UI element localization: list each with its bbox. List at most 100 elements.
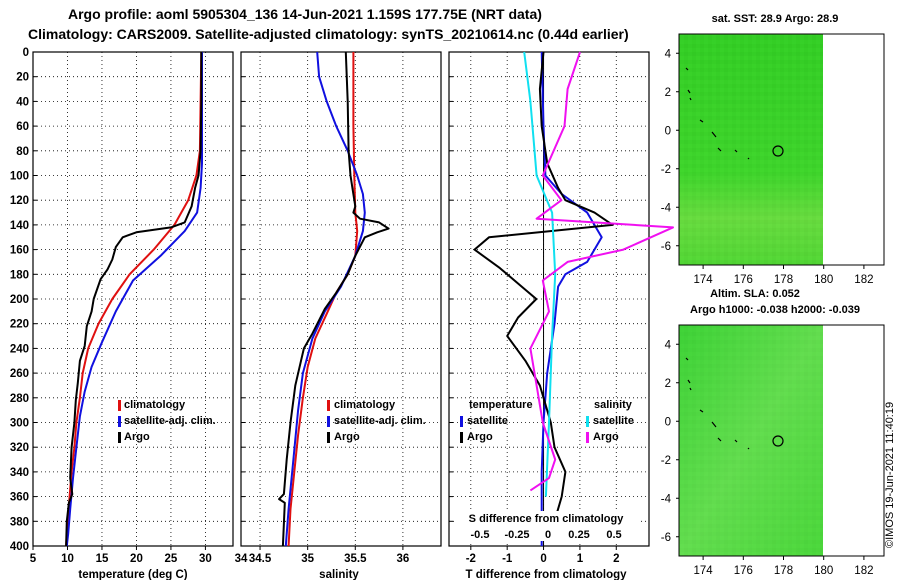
legend-climatology-swatch xyxy=(327,400,330,411)
x-tick-label: 0 xyxy=(540,553,546,565)
y-tick-label: 60 xyxy=(16,121,29,133)
map-y-tick-label: -2 xyxy=(661,164,671,176)
x-tick-label: -1 xyxy=(502,553,513,565)
salinity-grid xyxy=(241,52,441,546)
x-tick-label: -2 xyxy=(466,553,476,565)
y-tick-label: 160 xyxy=(10,245,29,257)
sla-map-subtitle: Argo h1000: -0.038 h2000: -0.039 xyxy=(690,304,860,316)
copyright-footer: ©IMOS 19-Jun-2021 11:40:19 xyxy=(884,402,896,548)
y-tick-label: 240 xyxy=(10,343,29,355)
legend-argo: Argo xyxy=(334,431,360,443)
legend-satellite: satellite-adj. clim. xyxy=(124,415,216,427)
temperature-panel: 5 10 15 20 25 30 34 temperature (deg C) climat… xyxy=(30,51,248,580)
difference-xlabel: T difference from climatology xyxy=(465,569,627,580)
legend-s-argo: Argo xyxy=(593,431,619,443)
map-x-tick-label: 174 xyxy=(694,565,714,577)
y-tick-label: 0 xyxy=(23,47,29,59)
series-line-t-argo xyxy=(473,51,614,522)
y-tick-label: 80 xyxy=(16,146,29,158)
temperature-legend: climatology satellite-adj. clim. Argo xyxy=(118,399,216,443)
legend-argo: Argo xyxy=(124,431,150,443)
map-x-tick-label: 176 xyxy=(734,565,753,577)
header-line1: Argo profile: aoml 5905304_136 14-Jun-20… xyxy=(68,6,542,22)
salinity-ticks: 34.5 35 35.5 36 xyxy=(241,51,410,565)
y-tick-label: 300 xyxy=(10,418,29,430)
s-tick-label: 0.25 xyxy=(568,529,589,541)
x-tick-label: 5 xyxy=(30,553,37,565)
salinity-legend: climatology satellite-adj. clim. Argo xyxy=(327,399,426,443)
map-y-tick-label: 4 xyxy=(665,339,672,351)
legend-argo-swatch xyxy=(118,432,121,443)
y-tick-label: 40 xyxy=(16,96,29,108)
map-y-tick-label: -2 xyxy=(661,455,671,467)
y-tick-label: 260 xyxy=(10,368,29,380)
map-y-tick-label: 2 xyxy=(665,378,671,390)
temperature-ticks: 5 10 15 20 25 30 34 xyxy=(30,51,248,565)
difference-legend: temperature satellite Argo salinity sate… xyxy=(460,399,634,443)
y-tick-label: 200 xyxy=(10,294,29,306)
legend-satellite: satellite-adj. clim. xyxy=(334,415,426,427)
header-line2: Climatology: CARS2009. Satellite-adjuste… xyxy=(28,26,629,42)
salinity-lines xyxy=(278,51,390,547)
x-tick-label: 35.5 xyxy=(344,553,367,565)
legend-climatology: climatology xyxy=(124,399,186,411)
sla-map-frame xyxy=(678,324,885,557)
map-y-tick-label: -4 xyxy=(661,202,672,214)
sla-map-title: Altim. SLA: 0.052 xyxy=(710,288,800,300)
sla-coastline xyxy=(685,357,750,450)
salinity-panel: 34.5 35 35.5 36 salinity climatology satell… xyxy=(240,51,442,580)
legend-climatology-swatch xyxy=(118,400,121,411)
legend-temperature-heading: temperature xyxy=(469,399,533,411)
x-tick-label: 15 xyxy=(96,553,109,565)
legend-satellite-swatch xyxy=(327,416,330,427)
sla-map-panel: Altim. SLA: 0.052 Argo h1000: -0.038 h20… xyxy=(661,288,885,577)
y-tick-label: 320 xyxy=(10,442,29,454)
y-tick-label: 140 xyxy=(10,220,29,232)
legend-argo-swatch xyxy=(327,432,330,443)
y-tick-label: 20 xyxy=(16,72,29,84)
sst-map-ticks: 174 176 178 180 182 4 2 0 -2 -4 -6 xyxy=(661,48,874,286)
map-y-tick-label: 2 xyxy=(665,87,671,99)
legend-salinity-heading: salinity xyxy=(594,399,633,411)
x-tick-label: 36 xyxy=(397,553,410,565)
s-tick-label: -0.5 xyxy=(471,529,490,541)
difference-ticks: -2 -1 0 1 2 xyxy=(449,51,619,565)
map-y-tick-label: -4 xyxy=(661,493,672,505)
series-line-s-argo xyxy=(529,51,674,492)
y-tick-label: 340 xyxy=(10,467,29,479)
x-tick-label: 34.5 xyxy=(249,553,272,565)
difference-panel: -2 -1 0 1 2 T difference from climatology S … xyxy=(448,51,674,580)
map-x-tick-label: 180 xyxy=(814,565,833,577)
series-line-argo xyxy=(278,51,390,547)
temperature-lines xyxy=(65,51,203,547)
map-y-tick-label: -6 xyxy=(661,532,671,544)
series-line-satellite-adj-clim- xyxy=(65,52,203,547)
series-line-climatology xyxy=(65,51,203,547)
sst-map-title: sat. SST: 28.9 Argo: 28.9 xyxy=(712,13,839,25)
sla-field-texture xyxy=(679,325,823,556)
x-tick-label: 20 xyxy=(130,553,143,565)
x-tick-label: 25 xyxy=(165,553,178,565)
legend-s-argo-swatch xyxy=(586,432,589,443)
s-tick-label: 0.5 xyxy=(606,529,621,541)
series-line-t-satellite xyxy=(540,51,603,546)
sst-field-texture xyxy=(679,34,823,265)
legend-climatology: climatology xyxy=(334,399,396,411)
series-line-s-satellite xyxy=(523,51,557,497)
x-tick-label: 30 xyxy=(199,553,212,565)
legend-t-satellite-swatch xyxy=(460,416,463,427)
difference-lines xyxy=(473,51,674,546)
series-line-climatology xyxy=(287,52,359,547)
legend-satellite-swatch xyxy=(118,416,121,427)
difference-xlabel-top: S difference from climatology xyxy=(469,513,625,525)
y-tick-label: 400 xyxy=(10,541,29,553)
y-tick-label: 100 xyxy=(10,171,29,183)
salinity-axis-box xyxy=(455,511,641,541)
y-tick-label: 220 xyxy=(10,319,29,331)
salinity-xlabel: salinity xyxy=(319,569,359,580)
map-y-tick-label: 0 xyxy=(665,416,671,428)
sst-coastline xyxy=(685,67,750,160)
sla-map-ticks: 174 176 178 180 182 4 2 0 -2 -4 -6 xyxy=(661,339,874,577)
legend-s-satellite: satellite xyxy=(593,415,634,427)
